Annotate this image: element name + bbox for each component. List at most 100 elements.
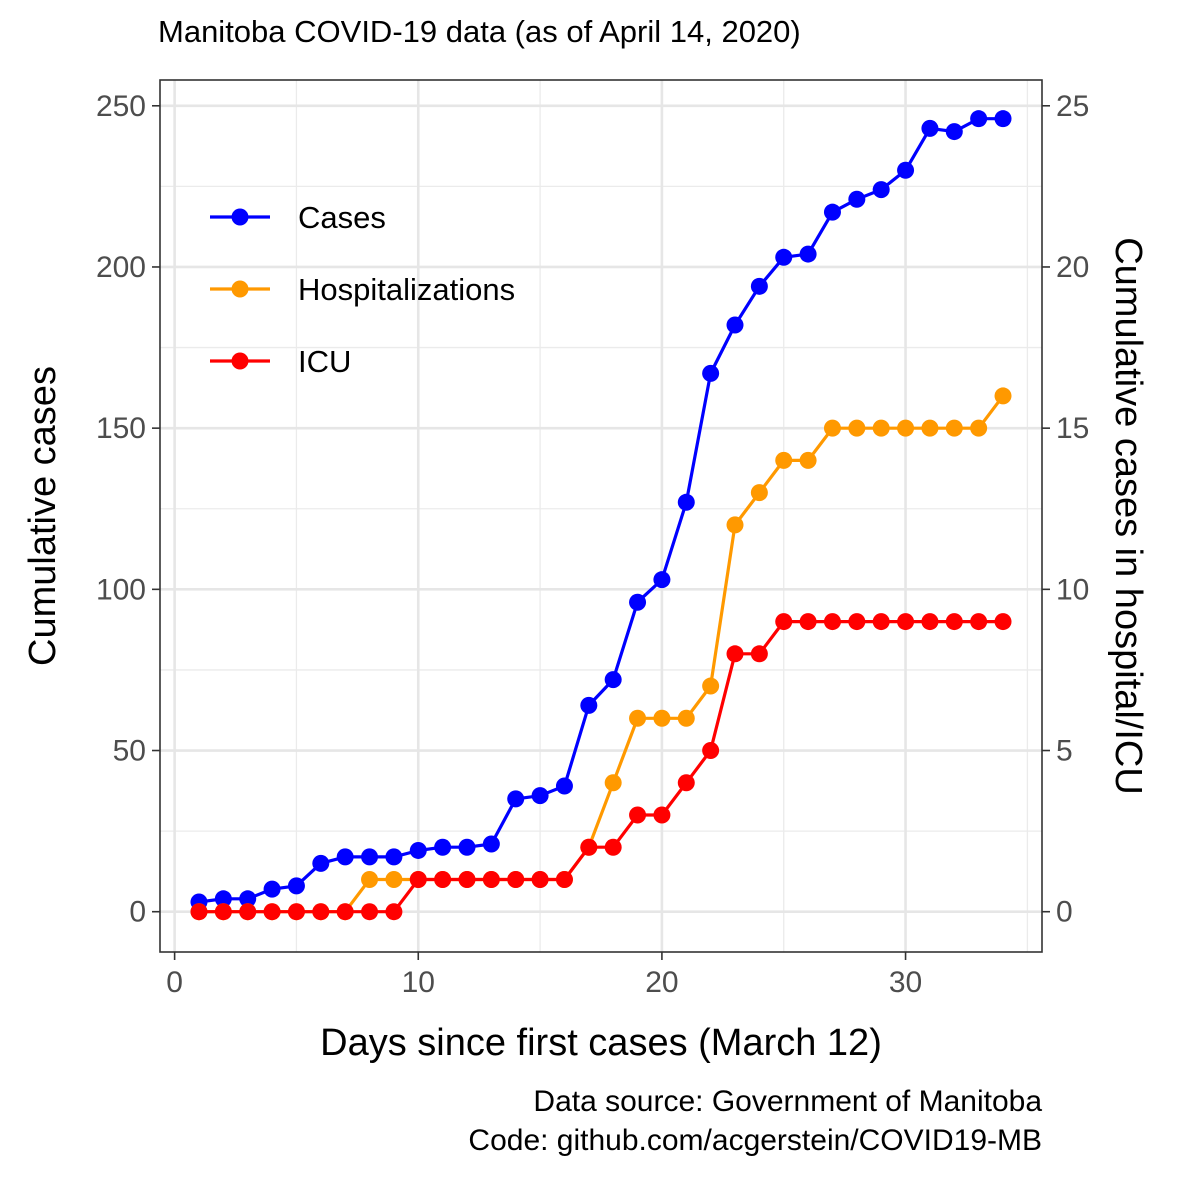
data-point-hospitalizations (897, 419, 915, 437)
data-point-icu (775, 613, 793, 631)
legend-label-hospitalizations: Hospitalizations (298, 272, 515, 307)
data-point-hospitalizations (775, 451, 793, 469)
data-point-icu (970, 613, 988, 631)
data-point-hospitalizations (385, 870, 403, 888)
data-point-hospitalizations (726, 516, 744, 534)
data-point-icu (458, 870, 476, 888)
data-point-hospitalizations (848, 419, 866, 437)
y2-tick-label: 10 (1056, 573, 1089, 606)
data-point-cases (799, 245, 817, 263)
data-point-cases (872, 181, 890, 199)
data-point-cases (336, 848, 354, 866)
data-point-icu (482, 870, 500, 888)
y2-tick-label: 5 (1056, 735, 1073, 768)
data-point-icu (190, 903, 208, 921)
data-point-hospitalizations (921, 419, 939, 437)
legend-label-icu: ICU (298, 344, 351, 379)
legend-key-point-icu (231, 352, 249, 370)
data-point-cases (263, 880, 281, 898)
data-point-cases (775, 248, 793, 266)
data-point-icu (897, 613, 915, 631)
y-tick-label: 200 (96, 251, 146, 284)
data-point-icu (580, 838, 598, 856)
chart-title: Manitoba COVID-19 data (as of April 14, … (158, 14, 801, 49)
y2-axis-label: Cumulative cases in hospital/ICU (1107, 237, 1149, 795)
series-line-hospitalizations (199, 394, 1005, 914)
data-point-cases (580, 696, 598, 714)
data-point-cases (361, 848, 379, 866)
x-tick-label: 30 (889, 966, 922, 999)
data-point-hospitalizations (361, 870, 379, 888)
data-point-icu (531, 870, 549, 888)
y-tick-label: 100 (96, 573, 146, 606)
caption-line-code: Code: github.com/acgerstein/COVID19-MB (468, 1124, 1042, 1157)
data-point-cases (604, 671, 622, 689)
data-point-icu (336, 903, 354, 921)
data-point-icu (945, 613, 963, 631)
series-layer (190, 110, 1012, 921)
x-axis-label: Days since first cases (March 12) (320, 1022, 882, 1064)
data-point-cases (458, 838, 476, 856)
data-point-cases (385, 848, 403, 866)
data-point-cases (897, 161, 915, 179)
legend-key-point-cases (231, 208, 249, 226)
legend-label-cases: Cases (298, 200, 386, 235)
legend-key-point-hospitalizations (231, 280, 249, 298)
data-point-hospitalizations (702, 677, 720, 695)
y2-tick-label: 0 (1056, 896, 1073, 929)
y2-tick-label: 25 (1056, 90, 1089, 123)
data-point-cases (823, 203, 841, 221)
grid (160, 80, 1042, 952)
data-point-icu (214, 903, 232, 921)
data-point-cases (970, 110, 988, 128)
data-point-hospitalizations (994, 387, 1012, 405)
data-point-cases (434, 838, 452, 856)
data-point-icu (312, 903, 330, 921)
y2-tick-label: 20 (1056, 251, 1089, 284)
y-tick-label: 0 (129, 896, 146, 929)
data-point-cases (409, 841, 427, 859)
plot-panel-border (159, 79, 1043, 953)
data-point-hospitalizations (629, 709, 647, 727)
axes: 0 10 20 30 0 50 100 150 200 250 0 5 10 15 20 25 (96, 90, 1089, 999)
data-point-hospitalizations (604, 774, 622, 792)
data-point-cases (312, 854, 330, 872)
y2-tick-label: 15 (1056, 412, 1089, 445)
series-line-cases (198, 117, 1003, 904)
data-point-icu (848, 613, 866, 631)
caption-line-source: Data source: Government of Manitoba (533, 1085, 1042, 1118)
data-point-icu (726, 645, 744, 663)
data-point-cases (726, 316, 744, 334)
data-point-cases (555, 777, 573, 795)
x-tick-label: 10 (402, 966, 435, 999)
y-tick-label: 250 (96, 90, 146, 123)
data-point-icu (239, 903, 257, 921)
data-point-cases (531, 787, 549, 805)
data-point-cases (214, 890, 232, 908)
y-tick-label: 150 (96, 412, 146, 445)
x-tick-label: 20 (645, 966, 678, 999)
data-point-icu (823, 613, 841, 631)
data-point-cases (994, 110, 1012, 128)
data-point-icu (287, 903, 305, 921)
data-point-icu (921, 613, 939, 631)
data-point-icu (361, 903, 379, 921)
data-point-cases (945, 123, 963, 141)
data-point-icu (872, 613, 890, 631)
data-point-cases (653, 571, 671, 589)
y-tick-label: 50 (113, 735, 146, 768)
data-point-icu (555, 870, 573, 888)
data-point-icu (385, 903, 403, 921)
y-axis-label: Cumulative cases (22, 366, 64, 666)
data-point-icu (750, 645, 768, 663)
data-point-cases (848, 190, 866, 208)
series-line-icu (199, 619, 1003, 914)
data-point-cases (239, 890, 257, 908)
data-point-cases (677, 493, 695, 511)
data-point-icu (507, 870, 525, 888)
data-point-hospitalizations (677, 709, 695, 727)
data-point-cases (482, 835, 500, 853)
data-point-icu (434, 870, 452, 888)
data-point-cases (921, 119, 939, 137)
